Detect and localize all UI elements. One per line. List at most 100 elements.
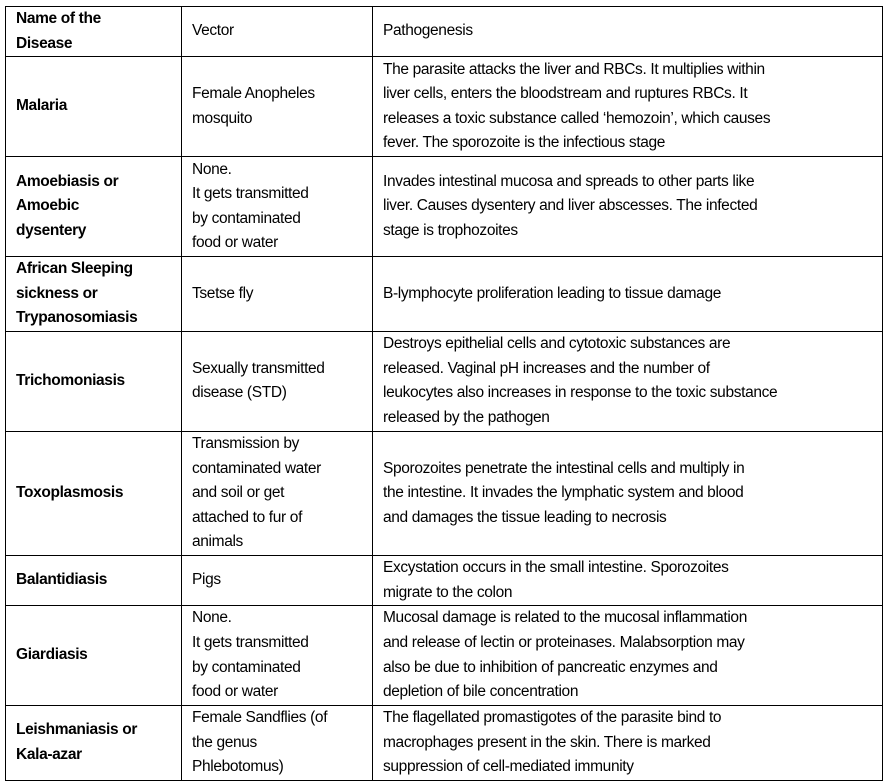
pathogenesis-cell-line: liver. Causes dysentery and liver absces… — [383, 197, 758, 215]
pathogenesis-cell-line: and damages the tissue leading to necros… — [383, 508, 667, 526]
vector-cell: Pigs — [181, 554, 373, 607]
header-disease-line: Name of the — [16, 10, 101, 27]
header-disease-line: Disease — [16, 34, 73, 52]
table-row: Malaria Female Anopheles mosquito The paras… — [5, 56, 883, 158]
pathogenesis-cell-line: released. Vaginal pH increases and the n… — [383, 359, 710, 377]
disease-table: Name of the Disease Vector Pathogenesis Mala… — [5, 5, 883, 781]
pathogenesis-cell-line: macrophages present in the skin. There i… — [383, 733, 711, 751]
vector-cell: Female Anopheles mosquito — [181, 56, 373, 158]
pathogenesis-cell-line: The flagellated promastigotes of the par… — [383, 709, 722, 727]
pathogenesis-cell-line: the intestine. It invades the lymphatic … — [383, 484, 744, 502]
vector-cell-line: by contaminated — [192, 658, 301, 676]
pathogenesis-cell-line: Destroys epithelial cells and cytotoxic … — [383, 335, 731, 353]
vector-cell: None. It gets transmitted by contaminated f… — [181, 605, 373, 707]
disease-name: Giardiasis — [5, 605, 182, 707]
table-row: Trichomoniasis Sexually transmitted diseas… — [5, 330, 883, 432]
vector-cell-line: disease (STD) — [192, 384, 287, 402]
vector-cell-line: It gets transmitted — [192, 185, 309, 203]
disease-name-line: Giardiasis — [16, 646, 88, 664]
pathogenesis-cell-line: B-lymphocyte proliferation leading to ti… — [383, 284, 721, 302]
vector-cell-line: and soil or get — [192, 484, 285, 502]
vector-cell-line: None. — [192, 609, 232, 627]
disease-name-line: Toxoplasmosis — [16, 484, 124, 502]
vector-cell: Female Sandflies (of the genus Phlebotomus… — [181, 705, 373, 781]
pathogenesis-cell-line: leukocytes also increases in response to… — [383, 384, 778, 402]
disease-name-line: sickness or — [16, 284, 98, 302]
header-row: Name of the Disease Vector Pathogenesis — [5, 5, 883, 58]
vector-cell-line: food or water — [192, 234, 278, 252]
vector-cell-line: animals — [192, 533, 243, 551]
pathogenesis-cell-line: and release of lectin or proteinases. Ma… — [383, 634, 745, 652]
pathogenesis-cell-line: Invades intestinal mucosa and spreads to… — [383, 172, 755, 190]
pathogenesis-cell: The flagellated promastigotes of the par… — [372, 705, 883, 781]
vector-cell-line: Phlebotomus) — [192, 758, 284, 776]
pathogenesis-cell: Excystation occurs in the small intestin… — [372, 554, 883, 607]
vector-cell-line: Sexually transmitted — [192, 359, 325, 377]
disease-name: Trichomoniasis — [5, 330, 182, 432]
table-row: Giardiasis None. It gets transmitted by con… — [5, 605, 883, 707]
table-row: Amoebiasis or Amoebic dysentery None. It get… — [5, 156, 883, 258]
pathogenesis-cell-line: fever. The sporozoite is the infectious … — [383, 134, 666, 152]
vector-cell-line: Female Anopheles — [192, 85, 315, 103]
table-row: Toxoplasmosis Transmission by contaminated… — [5, 430, 883, 556]
vector-cell-line: the genus — [192, 733, 257, 751]
vector-cell: Transmission by contaminated water and soi… — [181, 430, 373, 556]
vector-cell: Tsetse fly — [181, 256, 373, 332]
vector-cell: Sexually transmitted disease (STD) — [181, 330, 373, 432]
disease-name-line: Kala-azar — [16, 746, 82, 764]
table-row: Leishmaniasis or Kala-azar Female Sandflie… — [5, 705, 883, 781]
pathogenesis-cell-line: Excystation occurs in the small intestin… — [383, 558, 729, 576]
pathogenesis-cell: Mucosal damage is related to the mucosal… — [372, 605, 883, 707]
vector-cell-line: Female Sandflies (of — [192, 709, 328, 727]
disease-name: Leishmaniasis or Kala-azar — [5, 705, 182, 781]
disease-name: Balantidiasis — [5, 554, 182, 607]
disease-name: Amoebiasis or Amoebic dysentery — [5, 156, 182, 258]
disease-name: African Sleeping sickness or Trypanosomias… — [5, 256, 182, 332]
header-disease: Name of the Disease — [5, 5, 182, 58]
pathogenesis-cell-line: The parasite attacks the liver and RBCs.… — [383, 60, 765, 78]
pathogenesis-cell-line: liver cells, enters the bloodstream and … — [383, 85, 748, 103]
pathogenesis-cell-line: depletion of bile concentration — [383, 683, 579, 701]
disease-name-line: dysentery — [16, 221, 87, 239]
pathogenesis-cell: B-lymphocyte proliferation leading to ti… — [372, 256, 883, 332]
disease-name-line: Trypanosomiasis — [16, 309, 138, 327]
disease-name-line: Amoebic — [16, 197, 80, 215]
vector-cell-line: contaminated water — [192, 459, 321, 477]
pathogenesis-cell-line: releases a toxic substance called ‘hemoz… — [383, 109, 771, 127]
disease-name-line: Balantidiasis — [16, 571, 108, 589]
pathogenesis-cell: Destroys epithelial cells and cytotoxic … — [372, 330, 883, 432]
disease-name-line: African Sleeping — [16, 260, 133, 278]
vector-cell-line: by contaminated — [192, 209, 301, 227]
vector-cell-line: mosquito — [192, 109, 253, 127]
vector-cell-line: food or water — [192, 683, 278, 701]
disease-name-line: Leishmaniasis or — [16, 721, 138, 739]
header-pathogenesis: Pathogenesis — [372, 5, 883, 58]
table-row: African Sleeping sickness or Trypanosomias… — [5, 256, 883, 332]
pathogenesis-cell-line: stage is trophozoites — [383, 221, 518, 239]
vector-cell-line: Transmission by — [192, 434, 300, 452]
pathogenesis-cell: The parasite attacks the liver and RBCs.… — [372, 56, 883, 158]
pathogenesis-cell-line: suppression of cell-mediated immunity — [383, 758, 634, 776]
disease-name: Malaria — [5, 56, 182, 158]
disease-name-line: Amoebiasis or — [16, 172, 119, 190]
header-vector: Vector — [181, 5, 373, 58]
table-row: Balantidiasis Pigs Excystation occurs in t… — [5, 554, 883, 607]
pathogenesis-cell-line: Sporozoites penetrate the intestinal cel… — [383, 459, 745, 477]
vector-cell-line: It gets transmitted — [192, 634, 309, 652]
vector-cell: None. It gets transmitted by contaminated f… — [181, 156, 373, 258]
disease-name: Toxoplasmosis — [5, 430, 182, 556]
pathogenesis-cell: Sporozoites penetrate the intestinal cel… — [372, 430, 883, 556]
pathogenesis-cell-line: migrate to the colon — [383, 583, 513, 601]
pathogenesis-cell-line: released by the pathogen — [383, 409, 550, 427]
vector-cell-line: Pigs — [192, 571, 221, 589]
vector-cell-line: Tsetse fly — [192, 284, 254, 302]
disease-name-line: Trichomoniasis — [16, 372, 125, 390]
pathogenesis-cell-line: Mucosal damage is related to the mucosal… — [383, 609, 747, 627]
vector-cell-line: None. — [192, 160, 232, 178]
disease-name-line: Malaria — [16, 97, 67, 115]
vector-cell-line: attached to fur of — [192, 508, 303, 526]
header-pathogenesis-line: Pathogenesis — [383, 22, 473, 40]
pathogenesis-cell-line: also be due to inhibition of pancreatic … — [383, 658, 718, 676]
header-vector-line: Vector — [192, 22, 234, 40]
pathogenesis-cell: Invades intestinal mucosa and spreads to… — [372, 156, 883, 258]
